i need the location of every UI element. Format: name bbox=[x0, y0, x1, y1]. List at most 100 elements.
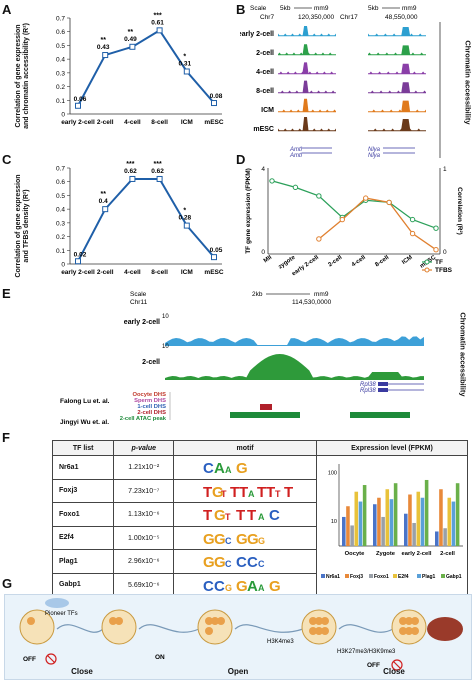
blastomere bbox=[399, 617, 407, 625]
motif-letter: G bbox=[236, 460, 248, 475]
blastomere bbox=[411, 627, 419, 635]
bar bbox=[439, 489, 443, 546]
series-line-tfbs bbox=[318, 197, 437, 251]
y-right-min: 0 bbox=[443, 249, 447, 256]
legend-label: Foxo1 bbox=[374, 574, 389, 580]
data-label: 0.08 bbox=[210, 93, 223, 100]
blastomere bbox=[205, 617, 213, 625]
on-label: ON bbox=[155, 654, 165, 661]
y-tick-label: 0.5 bbox=[56, 43, 65, 50]
y-tick-label: 10 bbox=[331, 519, 337, 525]
gene-exon bbox=[378, 382, 388, 386]
tf-pvalue: 5.69x10⁻⁶ bbox=[113, 572, 175, 597]
y-tick-label: 0.6 bbox=[56, 29, 65, 36]
legend-swatch bbox=[321, 574, 325, 578]
right-track-signal bbox=[368, 63, 426, 74]
bar bbox=[393, 483, 398, 546]
track1-max: 10 bbox=[162, 314, 169, 320]
y-tick-label: 0.6 bbox=[56, 179, 65, 186]
expression-bar-chart: 100 10 Oocyte Zygote early 2-cell 2-cell Nr6a1… bbox=[321, 464, 463, 580]
x-tick-label: MII bbox=[263, 255, 274, 265]
track-label: 8-cell bbox=[256, 88, 274, 95]
data-point bbox=[156, 175, 163, 182]
track2-max: 10 bbox=[162, 344, 169, 350]
track-label: ICM bbox=[261, 107, 274, 114]
pioneer-label: Pioneer TFs bbox=[45, 611, 78, 617]
closed-chromatin-blob bbox=[427, 617, 463, 641]
panel-c-ylabel-line2: and TFBS density (R²) bbox=[23, 189, 30, 263]
x-tick-label: early 2-cell bbox=[402, 551, 432, 557]
y-tick-label: 0.7 bbox=[56, 16, 65, 23]
motif-letter: C bbox=[214, 578, 225, 593]
blastomere bbox=[309, 627, 317, 635]
data-point bbox=[433, 247, 439, 253]
tf-name: Plag1 bbox=[51, 549, 115, 574]
data-point bbox=[129, 43, 136, 50]
track-label: 2-cell bbox=[256, 50, 274, 57]
scale-label: Scale bbox=[250, 5, 267, 12]
legend-swatch bbox=[369, 574, 373, 578]
right-gene-label: Nlya bbox=[368, 147, 381, 153]
panel-a-ylabel: Correlation of gene expression and chrom… bbox=[15, 11, 31, 141]
legend-swatch bbox=[417, 574, 421, 578]
left-track-signal bbox=[278, 98, 336, 112]
motif-letter: T bbox=[257, 484, 266, 499]
significance-mark: *** bbox=[154, 161, 162, 168]
x-tick-label: 2-cell bbox=[97, 119, 114, 126]
left-track-signal bbox=[278, 117, 336, 131]
bar bbox=[358, 501, 363, 546]
blastomere bbox=[115, 617, 123, 625]
x-tick-label: 2-cell bbox=[97, 269, 114, 276]
track-label: early 2-cell bbox=[240, 31, 274, 38]
motif-letter: C bbox=[203, 460, 214, 475]
bar bbox=[420, 497, 425, 546]
bar bbox=[377, 497, 381, 546]
expression-header: Expression level (FPKM) bbox=[316, 440, 468, 456]
prohibit-icon-slash bbox=[393, 661, 401, 669]
y-left-max: 4 bbox=[261, 166, 265, 173]
prohibit-icon bbox=[391, 659, 403, 671]
bar bbox=[389, 499, 394, 546]
blastomere bbox=[411, 617, 419, 625]
data-point bbox=[316, 193, 322, 199]
data-point bbox=[386, 199, 392, 206]
track2-signal bbox=[165, 354, 424, 380]
motif-letter: G bbox=[236, 531, 248, 546]
right-track-signal bbox=[368, 119, 426, 131]
motif-letter: G bbox=[236, 578, 248, 593]
panel-c-ylabel: Correlation of gene expression and TFBS … bbox=[15, 161, 31, 291]
data-label: 0.62 bbox=[151, 168, 164, 175]
data-point bbox=[129, 175, 136, 182]
close-label-left: Close bbox=[71, 667, 93, 676]
tf-name: Nr6a1 bbox=[51, 455, 115, 480]
gene-label: Rpl38 bbox=[360, 382, 376, 388]
embryo-cell bbox=[197, 609, 233, 645]
data-point bbox=[102, 52, 109, 59]
bar bbox=[447, 497, 452, 546]
atac-peak bbox=[230, 412, 300, 418]
prohibit-icon-slash bbox=[47, 655, 55, 663]
chromatin-fiber bbox=[56, 624, 104, 633]
left-chr: Chr7 bbox=[260, 14, 274, 21]
motif-letter: A bbox=[258, 583, 265, 593]
blastomere bbox=[315, 617, 323, 625]
embryo-cell bbox=[101, 609, 137, 645]
x-tick-label: mESC bbox=[204, 119, 223, 126]
prohibit-icon bbox=[45, 653, 57, 665]
x-tick-label: 2-cell bbox=[440, 551, 455, 557]
data-label: 0.31 bbox=[178, 60, 191, 67]
data-label: 0.06 bbox=[74, 96, 87, 103]
panel-d-letter: D bbox=[236, 152, 246, 167]
legend-label: Foxj3 bbox=[350, 574, 363, 580]
x-tick-label: 4-cell bbox=[124, 269, 141, 276]
x-tick-label: Oocyte bbox=[345, 551, 365, 557]
blastomere bbox=[309, 617, 317, 625]
open-label: Open bbox=[227, 667, 249, 676]
panel-f-letter: F bbox=[2, 430, 10, 445]
y-tick-label: 0 bbox=[61, 262, 65, 269]
chr-label: Chr11 bbox=[130, 299, 148, 306]
